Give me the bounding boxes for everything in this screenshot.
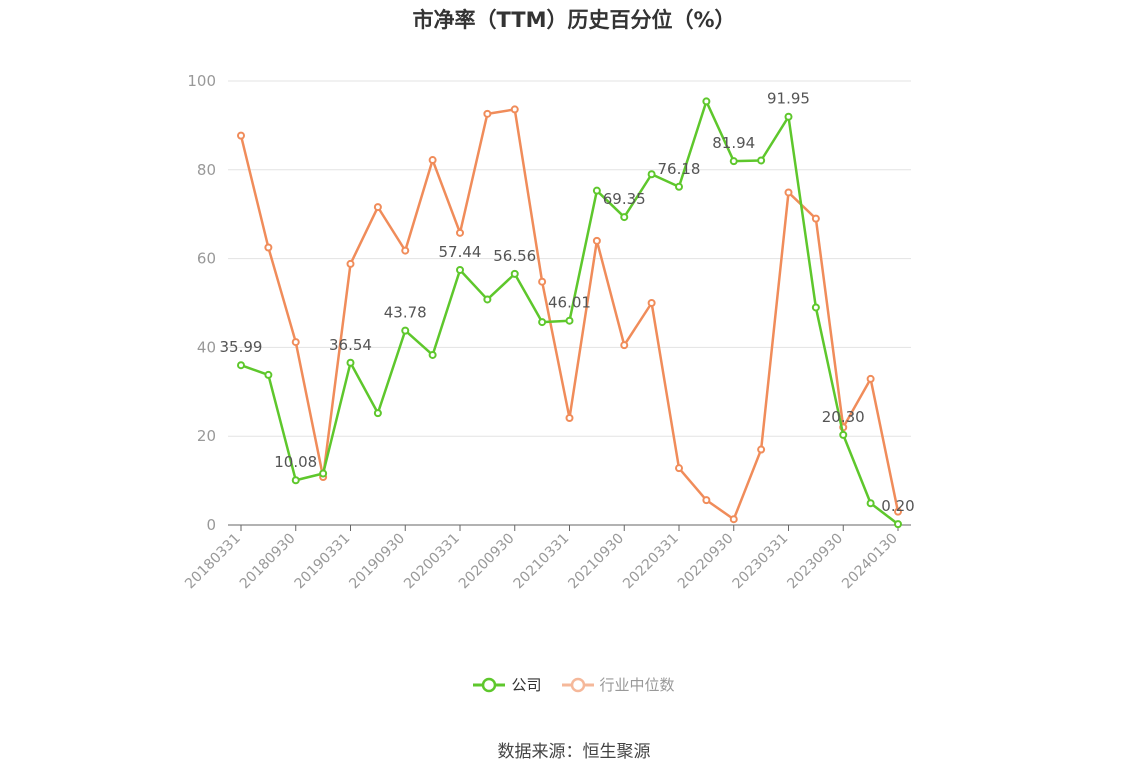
data-point-industry[interactable]: [373, 203, 382, 212]
data-point-company[interactable]: [456, 265, 464, 274]
data-point-industry[interactable]: [729, 515, 738, 524]
legend-label-industry: 行业中位数: [599, 676, 675, 694]
data-label: 56.56: [493, 247, 536, 265]
data-point-industry[interactable]: [784, 188, 793, 197]
data-point-company[interactable]: [675, 182, 683, 191]
label-layer: 35.99 10.08 36.54 43.78 57.44 56.56 46.01 69.35…: [220, 90, 915, 515]
data-point-industry[interactable]: [264, 243, 273, 252]
data-point-company[interactable]: [866, 499, 875, 508]
data-point-company[interactable]: [346, 358, 355, 367]
x-tick-label: 20200930: [456, 531, 518, 593]
data-point-company[interactable]: [839, 430, 848, 439]
data-label: 69.35: [603, 190, 646, 208]
x-tick-label: 20190930: [346, 531, 408, 593]
data-point-company[interactable]: [784, 112, 793, 121]
data-point-industry[interactable]: [702, 496, 711, 505]
data-point-industry[interactable]: [647, 299, 656, 307]
data-point-company[interactable]: [811, 303, 820, 312]
chart-title: 市净率（TTM）历史百分位（%）: [412, 8, 736, 32]
data-label: 35.99: [220, 338, 263, 356]
data-label: 0.20: [881, 497, 914, 515]
data-source: 数据来源：恒生聚源: [497, 742, 651, 762]
y-tick-label: 0: [206, 516, 216, 534]
data-point-industry[interactable]: [811, 214, 820, 223]
data-label: 76.18: [658, 160, 701, 178]
data-label: 36.54: [329, 336, 372, 354]
data-point-industry[interactable]: [866, 374, 875, 383]
data-point-industry[interactable]: [675, 464, 683, 473]
data-point-industry[interactable]: [757, 445, 766, 454]
data-point-company[interactable]: [319, 469, 328, 478]
data-point-company[interactable]: [620, 213, 629, 222]
x-tick-label: 20220331: [620, 531, 682, 593]
data-point-industry[interactable]: [346, 259, 355, 268]
data-label: 81.94: [712, 134, 755, 152]
data-label: 57.44: [439, 243, 482, 261]
x-tick-label: 20210331: [511, 531, 573, 593]
x-tick-label: 20230331: [730, 531, 792, 593]
series-line-industry: [239, 108, 900, 521]
y-tick-label: 60: [197, 250, 216, 268]
data-point-industry[interactable]: [894, 507, 902, 516]
data-label: 43.78: [384, 304, 427, 322]
data-point-industry[interactable]: [456, 228, 464, 237]
data-point-company[interactable]: [757, 156, 766, 165]
data-label: 46.01: [548, 294, 591, 312]
data-point-company[interactable]: [237, 361, 245, 370]
x-tick-label: 20190331: [292, 531, 354, 593]
x-tick-label: 20240130: [839, 531, 901, 593]
y-tick-label: 20: [197, 427, 216, 445]
data-point-company[interactable]: [510, 269, 519, 278]
x-tick-label: 20200331: [401, 531, 463, 593]
series-line-company: [240, 100, 899, 526]
data-point-industry[interactable]: [483, 109, 492, 118]
y-tick-label: 40: [197, 338, 216, 356]
data-point-industry[interactable]: [620, 341, 629, 350]
grid-layer: [228, 80, 911, 437]
data-point-company[interactable]: [373, 409, 382, 418]
data-point-company[interactable]: [428, 350, 437, 359]
legend-item-company[interactable]: 公司: [473, 674, 542, 695]
data-point-company[interactable]: [592, 186, 601, 195]
data-point-industry[interactable]: [538, 277, 547, 286]
series-layer: [237, 97, 902, 529]
data-point-company[interactable]: [702, 97, 711, 106]
data-point-company[interactable]: [894, 520, 902, 529]
x-tick-label: 20230930: [784, 531, 846, 593]
y-tick-label: 80: [197, 161, 216, 179]
x-tick-label: 20220930: [675, 531, 737, 593]
data-point-industry[interactable]: [592, 236, 601, 245]
data-point-company[interactable]: [264, 370, 273, 379]
legend-marker-company: [473, 677, 506, 692]
data-label: 91.95: [767, 90, 810, 108]
data-point-industry[interactable]: [565, 413, 574, 422]
legend-item-industry[interactable]: 行业中位数: [561, 674, 675, 695]
data-point-company[interactable]: [647, 170, 656, 179]
data-point-company[interactable]: [291, 476, 300, 485]
legend: 公司 行业中位数: [0, 674, 1148, 695]
legend-label-company: 公司: [511, 676, 542, 694]
data-point-company[interactable]: [565, 316, 574, 325]
x-tick-label: 20210930: [565, 531, 627, 593]
data-label: 20.30: [822, 408, 865, 426]
data-point-industry[interactable]: [291, 338, 300, 347]
data-point-industry[interactable]: [237, 131, 245, 140]
data-point-company[interactable]: [401, 326, 410, 335]
x-tick-label: 20180930: [237, 531, 299, 593]
legend-marker-industry: [561, 677, 594, 692]
y-tick-label: 100: [187, 72, 216, 90]
axis-layer: 0 20 40 60 80 100 2018033120180930201903312019…: [182, 72, 911, 592]
data-point-company[interactable]: [538, 318, 547, 327]
data-point-company[interactable]: [729, 157, 738, 166]
data-point-industry[interactable]: [428, 156, 437, 165]
x-tick-label: 20180331: [182, 531, 244, 593]
data-point-company[interactable]: [483, 295, 492, 304]
data-point-industry[interactable]: [510, 105, 519, 114]
data-label: 10.08: [274, 453, 317, 471]
data-point-industry[interactable]: [401, 246, 410, 255]
